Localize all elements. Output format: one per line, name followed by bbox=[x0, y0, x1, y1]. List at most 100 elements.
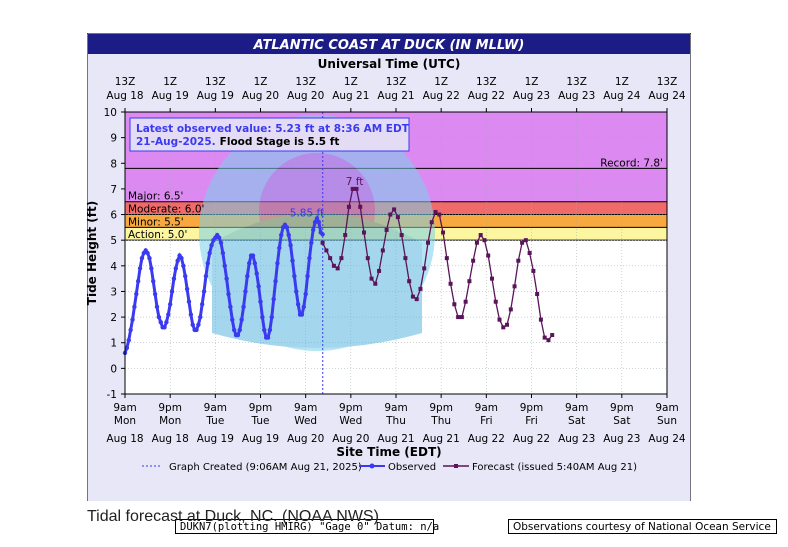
observed-point bbox=[184, 286, 190, 292]
y-tick-label: 1 bbox=[110, 338, 117, 350]
forecast-point bbox=[395, 215, 400, 220]
bottom-tick-day: Mon bbox=[159, 415, 181, 427]
observed-point bbox=[199, 302, 205, 307]
bottom-tick-day: Sat bbox=[613, 415, 630, 427]
observed-point bbox=[188, 312, 194, 317]
top-tick-label-date: Aug 22 bbox=[468, 90, 505, 102]
bottom-tick-day: Wed bbox=[339, 415, 362, 427]
observed-point bbox=[207, 250, 212, 256]
observed-point bbox=[169, 289, 175, 294]
bottom-tick-time: 9am bbox=[384, 402, 407, 414]
observed-point bbox=[167, 302, 173, 307]
bottom-tick-day: Sun bbox=[657, 415, 677, 427]
observed-point bbox=[139, 255, 145, 261]
forecast-point bbox=[471, 258, 476, 263]
forecast-point bbox=[538, 317, 543, 322]
observed-point bbox=[294, 289, 299, 294]
observed-point bbox=[239, 317, 244, 322]
observed-point bbox=[186, 299, 192, 304]
bottom-tick-time: 9am bbox=[294, 402, 317, 414]
top-tick-label-hour: 13Z bbox=[566, 76, 587, 88]
bottom-tick-time: 9pm bbox=[429, 402, 453, 414]
observed-point bbox=[220, 250, 226, 256]
forecast-point bbox=[550, 333, 555, 338]
top-tick-label-hour: 13Z bbox=[657, 76, 678, 88]
forecast-point bbox=[414, 297, 419, 302]
observed-peak-label: 5.85 ft bbox=[290, 207, 324, 219]
top-axis-title: Universal Time (UTC) bbox=[318, 57, 461, 71]
observed-point bbox=[151, 279, 156, 284]
latest-value-line1: Latest observed value: 5.23 ft at 8:36 A… bbox=[136, 123, 410, 135]
bottom-tick-date: Aug 19 bbox=[242, 433, 279, 445]
forecast-point bbox=[369, 276, 374, 281]
latest-value-line2: 21-Aug-2025. Flood Stage is 5.5 ft bbox=[136, 136, 339, 148]
observed-point bbox=[203, 273, 209, 279]
datum-note: DUKN7(plotting HMIRG) "Gage 0" Datum: n/… bbox=[175, 519, 439, 534]
bottom-tick-day: Tue bbox=[251, 415, 270, 427]
observed-point bbox=[166, 312, 171, 317]
forecast-point bbox=[425, 240, 430, 245]
observed-point bbox=[162, 325, 167, 330]
observed-point bbox=[241, 304, 246, 310]
observed-point bbox=[286, 232, 291, 238]
observed-point bbox=[299, 312, 305, 317]
observed-point bbox=[196, 322, 201, 327]
forecast-point bbox=[358, 204, 363, 209]
bottom-tick-day: Fri bbox=[480, 415, 493, 427]
bottom-tick-date: Aug 18 bbox=[106, 433, 143, 445]
minor-label: Minor: 5.5' bbox=[128, 216, 184, 228]
y-axis-label: Tide Height (ft) bbox=[87, 201, 99, 305]
forecast-point bbox=[433, 209, 438, 214]
bottom-tick-date: Aug 21 bbox=[377, 433, 414, 445]
forecast-point bbox=[407, 279, 412, 284]
top-tick-label-hour: 1Z bbox=[344, 76, 358, 88]
forecast-point bbox=[474, 240, 479, 245]
observed-point bbox=[265, 335, 271, 340]
observed-point bbox=[258, 299, 263, 304]
y-tick-label: 8 bbox=[110, 158, 117, 170]
observed-point bbox=[237, 327, 242, 333]
observed-point bbox=[314, 216, 320, 221]
forecast-point bbox=[535, 292, 540, 297]
observed-point bbox=[243, 289, 248, 294]
top-tick-label-date: Aug 23 bbox=[513, 90, 550, 102]
forecast-point bbox=[467, 279, 472, 284]
forecast-point bbox=[542, 335, 547, 340]
bottom-tick-date: Aug 24 bbox=[648, 433, 686, 445]
bottom-tick-date: Aug 20 bbox=[332, 433, 369, 445]
observed-point bbox=[292, 273, 297, 279]
action-label: Action: 5.0' bbox=[128, 229, 187, 241]
legend-observed-label: Observed bbox=[388, 462, 436, 473]
y-tick-label: 7 bbox=[110, 184, 117, 196]
forecast-point bbox=[418, 286, 423, 291]
observed-point bbox=[135, 279, 141, 284]
major-label: Major: 6.5' bbox=[128, 191, 183, 203]
y-tick-label: 6 bbox=[110, 210, 117, 222]
observed-point bbox=[130, 317, 135, 322]
observed-point bbox=[269, 314, 274, 320]
bottom-tick-date: Aug 22 bbox=[468, 433, 505, 445]
bottom-tick-date: Aug 19 bbox=[197, 433, 234, 445]
forecast-point bbox=[399, 233, 404, 238]
forecast-point bbox=[546, 338, 551, 343]
forecast-point bbox=[437, 212, 442, 217]
forecast-peak-label: 7 ft bbox=[346, 176, 364, 188]
bottom-tick-day: Thu bbox=[430, 415, 451, 427]
bottom-tick-date: Aug 21 bbox=[423, 433, 460, 445]
observed-point bbox=[181, 263, 186, 269]
y-tick-label: -1 bbox=[107, 389, 117, 401]
observed-point bbox=[124, 345, 130, 351]
forecast-point bbox=[459, 315, 464, 320]
observed-point bbox=[147, 255, 152, 261]
observed-point bbox=[273, 279, 278, 284]
observed-point bbox=[198, 314, 203, 320]
top-tick-label-date: Aug 19 bbox=[152, 90, 189, 102]
observed-point bbox=[312, 220, 318, 225]
observed-point bbox=[247, 261, 252, 266]
bottom-tick-date: Aug 23 bbox=[558, 433, 595, 445]
forecast-point bbox=[350, 186, 355, 191]
forecast-point bbox=[403, 256, 408, 261]
observed-point bbox=[260, 314, 265, 320]
observed-point bbox=[307, 255, 312, 261]
observed-point bbox=[284, 225, 290, 230]
